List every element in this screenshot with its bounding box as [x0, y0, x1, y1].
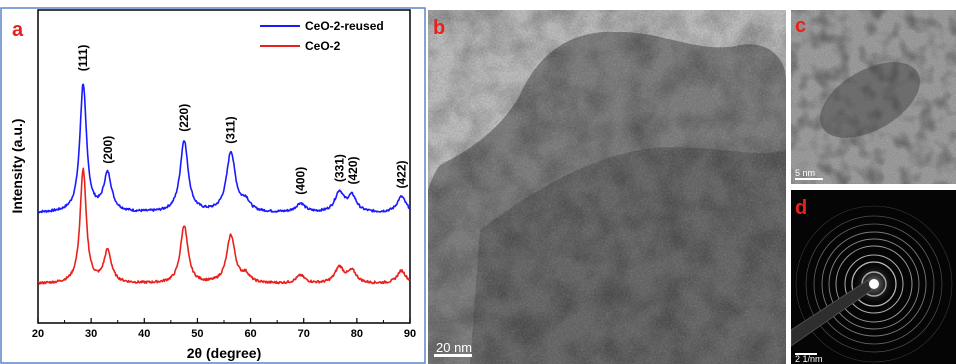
panel-a-xrd-chart: a 20 30 40 50 60 70 80 90 2θ (degree) Intensity…: [0, 7, 426, 364]
x-tick-label: 70: [298, 328, 310, 340]
central-beam: [869, 279, 879, 289]
panel-c-letter: c: [795, 15, 806, 37]
legend-label-reused: CeO-2-reused: [305, 19, 384, 33]
x-tick-label: 60: [244, 328, 256, 340]
x-tick-label: 50: [191, 328, 203, 340]
scale-bar-b: [434, 354, 472, 357]
scale-label-c: 5 nm: [795, 168, 815, 178]
series-line-ceo-2: [37, 167, 411, 285]
peak-labels: (111) (200) (220) (311) (400) (331) (420) (422): [76, 45, 408, 195]
scale-bar-c: [795, 178, 823, 180]
scale-bar-d: [795, 353, 817, 355]
x-tick-label: 90: [404, 328, 416, 340]
y-axis-title: Intensity (a.u.): [9, 119, 25, 214]
series-line-ceo-2-reused: [37, 83, 411, 214]
scale-label-b: 20 nm: [436, 340, 472, 355]
legend-label-fresh: CeO-2: [305, 39, 341, 53]
panel-b-letter: b: [433, 17, 445, 39]
panel-d-letter: d: [795, 197, 807, 219]
x-axis-tick-labels: 20 30 40 50 60 70 80 90: [32, 328, 416, 340]
scale-label-d: 2 1/nm: [795, 354, 823, 364]
x-axis-title: 2θ (degree): [187, 345, 261, 361]
peak-label: (200): [101, 136, 115, 164]
x-tick-label: 80: [351, 328, 363, 340]
peak-label: (311): [223, 116, 237, 143]
peak-label: (420): [346, 156, 360, 184]
peak-label: (400): [294, 167, 308, 195]
peak-label: (331): [332, 154, 346, 182]
x-tick-label: 20: [32, 328, 44, 340]
x-tick-label: 40: [138, 328, 150, 340]
x-axis-ticks: [37, 318, 411, 323]
peak-label: (220): [177, 104, 191, 132]
panel-d-saed-pattern: d 2 1/nm: [791, 190, 956, 364]
legend: CeO-2-reused CeO-2: [260, 19, 384, 53]
panel-b-tem-image: b 20 nm: [428, 10, 786, 364]
peak-label: (111): [76, 45, 90, 72]
peak-label: (422): [395, 160, 409, 188]
panel-a-letter: a: [12, 19, 24, 41]
series-layer: [37, 83, 411, 285]
panel-c-hrtem-image: c 5 nm: [791, 10, 956, 184]
beam-stop: [791, 279, 873, 347]
x-tick-label: 30: [85, 328, 97, 340]
panel-a-border: [0, 7, 426, 364]
